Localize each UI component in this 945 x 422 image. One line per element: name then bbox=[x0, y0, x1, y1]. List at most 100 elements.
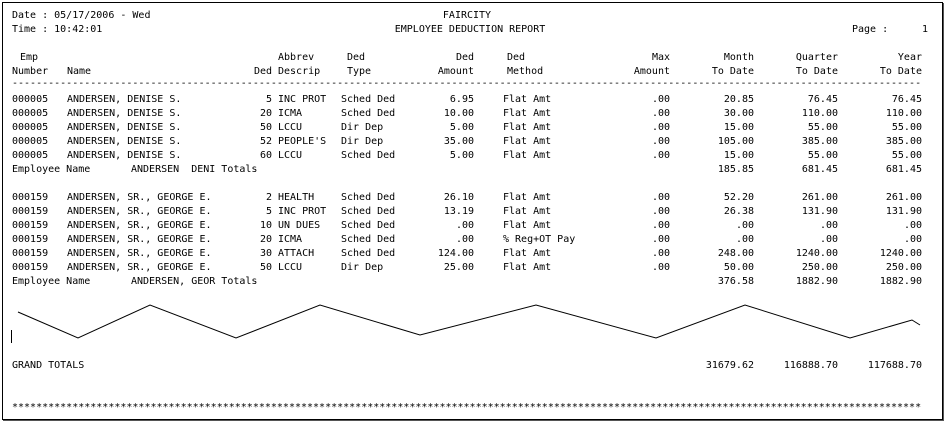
row-emp: 000005 bbox=[12, 108, 49, 119]
row-qtd: 250.00 bbox=[801, 262, 838, 273]
column-header-amount-line2: Amount bbox=[437, 66, 474, 77]
employee-total-label: Employee Name bbox=[12, 164, 91, 175]
row-method: Flat Amt bbox=[503, 248, 552, 259]
row-ytd: .00 bbox=[903, 220, 922, 231]
page-number: 1 bbox=[921, 24, 928, 35]
row-name: ANDERSEN, SR., GEORGE E. bbox=[67, 248, 212, 259]
row-ded: 2 bbox=[265, 192, 272, 203]
row-emp: 000159 bbox=[12, 206, 49, 217]
row-qtd: .00 bbox=[819, 220, 838, 231]
row-name: ANDERSEN, DENISE S. bbox=[67, 150, 182, 161]
row-qtd: 131.90 bbox=[801, 206, 838, 217]
row-max: .00 bbox=[651, 234, 670, 245]
row-ded: 52 bbox=[259, 136, 272, 147]
employee-total-ytd: 681.45 bbox=[885, 164, 922, 175]
row-descrip: LCCU bbox=[278, 122, 303, 133]
row-name: ANDERSEN, DENISE S. bbox=[67, 122, 182, 133]
row-mtd: 15.00 bbox=[723, 122, 754, 133]
grand-totals-label: GRAND TOTALS bbox=[12, 360, 85, 371]
row-qtd: 76.45 bbox=[807, 94, 838, 105]
row-max: .00 bbox=[651, 122, 670, 133]
row-method: Flat Amt bbox=[503, 262, 552, 273]
row-ytd: 131.90 bbox=[885, 206, 922, 217]
row-name: ANDERSEN, SR., GEORGE E. bbox=[67, 206, 212, 217]
column-header-type-line2: Type bbox=[347, 66, 372, 77]
row-qtd: 55.00 bbox=[807, 122, 838, 133]
row-ytd: 1240.00 bbox=[879, 248, 922, 259]
grand-total-mtd: 31679.62 bbox=[705, 360, 754, 371]
row-ytd: 55.00 bbox=[891, 150, 922, 161]
row-amount: 5.00 bbox=[449, 122, 474, 133]
row-amount: 5.00 bbox=[449, 150, 474, 161]
row-emp: 000159 bbox=[12, 248, 49, 259]
row-method: Flat Amt bbox=[503, 122, 552, 133]
column-header-max-line1: Max bbox=[651, 52, 670, 63]
row-amount: 13.19 bbox=[443, 206, 474, 217]
row-amount: 10.00 bbox=[443, 108, 474, 119]
row-type: Dir Dep bbox=[341, 262, 384, 273]
row-emp: 000005 bbox=[12, 150, 49, 161]
row-max: .00 bbox=[651, 108, 670, 119]
row-amount: .00 bbox=[455, 234, 474, 245]
row-mtd: 30.00 bbox=[723, 108, 754, 119]
page-label: Page : bbox=[852, 24, 889, 35]
grand-total-qtd: 116888.70 bbox=[783, 360, 838, 371]
row-max: .00 bbox=[651, 206, 670, 217]
column-header-emp-line2: Number bbox=[12, 66, 49, 77]
row-emp: 000005 bbox=[12, 136, 49, 147]
row-method: Flat Amt bbox=[503, 150, 552, 161]
text-cursor bbox=[11, 330, 12, 343]
grand-total-ytd: 117688.70 bbox=[867, 360, 922, 371]
row-type: Dir Dep bbox=[341, 122, 384, 133]
row-name: ANDERSEN, SR., GEORGE E. bbox=[67, 234, 212, 245]
row-type: Sched Ded bbox=[341, 206, 396, 217]
row-descrip: UN DUES bbox=[278, 220, 321, 231]
column-header-method-line1: Ded bbox=[507, 52, 526, 63]
row-mtd: 52.20 bbox=[723, 192, 754, 203]
row-name: ANDERSEN, SR., GEORGE E. bbox=[67, 262, 212, 273]
row-ded: 5 bbox=[265, 206, 272, 217]
row-qtd: 261.00 bbox=[801, 192, 838, 203]
row-mtd: 105.00 bbox=[717, 136, 754, 147]
row-ded: 50 bbox=[259, 122, 272, 133]
column-header-type-line1: Ded bbox=[347, 52, 366, 63]
row-max: .00 bbox=[651, 248, 670, 259]
row-ded: 20 bbox=[259, 108, 272, 119]
row-ded: 20 bbox=[259, 234, 272, 245]
row-amount: 6.95 bbox=[449, 94, 474, 105]
row-name: ANDERSEN, DENISE S. bbox=[67, 108, 182, 119]
report-date: Date : 05/17/2006 - Wed bbox=[12, 10, 151, 21]
row-amount: 124.00 bbox=[437, 248, 474, 259]
row-type: Sched Ded bbox=[341, 234, 396, 245]
row-descrip: ATTACH bbox=[278, 248, 315, 259]
row-max: .00 bbox=[651, 262, 670, 273]
row-descrip: LCCU bbox=[278, 150, 303, 161]
row-name: ANDERSEN, DENISE S. bbox=[67, 94, 182, 105]
row-ytd: 250.00 bbox=[885, 262, 922, 273]
row-ytd: .00 bbox=[903, 234, 922, 245]
row-ded: 5 bbox=[265, 94, 272, 105]
row-emp: 000159 bbox=[12, 234, 49, 245]
employee-total-qtd: 681.45 bbox=[801, 164, 838, 175]
row-method: Flat Amt bbox=[503, 206, 552, 217]
column-header-descrip-line1: Abbrev bbox=[278, 52, 315, 63]
row-descrip: PEOPLE'S bbox=[278, 136, 327, 147]
row-type: Sched Ded bbox=[341, 94, 396, 105]
row-name: ANDERSEN, SR., GEORGE E. bbox=[67, 220, 212, 231]
row-type: Sched Ded bbox=[341, 220, 396, 231]
row-method: Flat Amt bbox=[503, 136, 552, 147]
row-ded: 50 bbox=[259, 262, 272, 273]
row-mtd: 20.85 bbox=[723, 94, 754, 105]
column-header-mtd-line2: To Date bbox=[711, 66, 754, 77]
row-descrip: INC PROT bbox=[278, 94, 327, 105]
column-header-descrip-line2: Descrip bbox=[278, 66, 321, 77]
footer-stars: ****************************************… bbox=[12, 402, 922, 413]
row-ded: 10 bbox=[259, 220, 272, 231]
row-qtd: 55.00 bbox=[807, 150, 838, 161]
column-header-ytd-line1: Year bbox=[897, 52, 922, 63]
row-qtd: 385.00 bbox=[801, 136, 838, 147]
row-max: .00 bbox=[651, 192, 670, 203]
row-method: Flat Amt bbox=[503, 192, 552, 203]
row-mtd: 26.38 bbox=[723, 206, 754, 217]
row-type: Sched Ded bbox=[341, 150, 396, 161]
